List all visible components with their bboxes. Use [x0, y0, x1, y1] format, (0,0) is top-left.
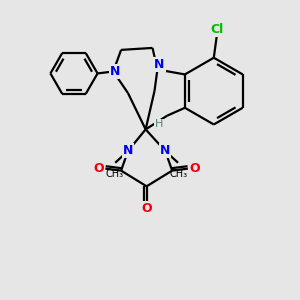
Text: N: N — [110, 65, 120, 78]
Text: Cl: Cl — [210, 23, 224, 36]
Text: H: H — [155, 119, 164, 130]
Text: O: O — [189, 162, 200, 175]
Text: N: N — [160, 145, 170, 158]
Text: O: O — [141, 202, 152, 215]
Text: N: N — [154, 58, 165, 71]
Text: CH₃: CH₃ — [170, 169, 188, 178]
Text: O: O — [93, 162, 104, 175]
Text: N: N — [123, 145, 133, 158]
Text: CH₃: CH₃ — [105, 169, 123, 178]
